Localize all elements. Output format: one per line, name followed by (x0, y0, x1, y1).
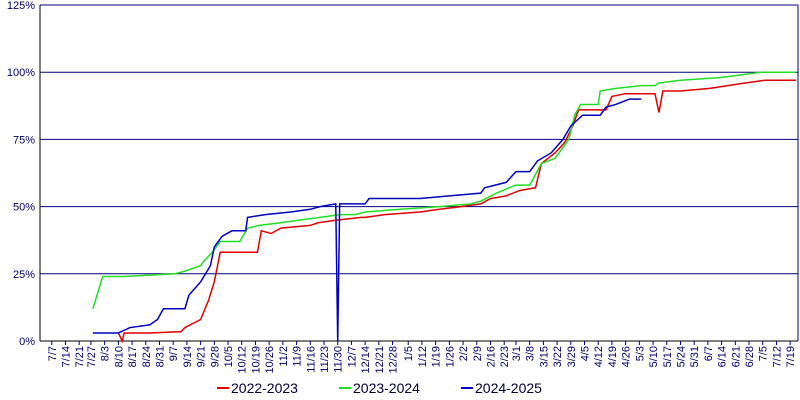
x-tick-label: 7/14 (60, 346, 72, 367)
x-tick-label: 7/12 (771, 346, 783, 367)
x-tick-label: 2/16 (485, 346, 497, 367)
x-tick-label: 10/12 (237, 346, 249, 374)
x-tick-label: 2/2 (458, 346, 470, 361)
x-tick-label: 7/5 (758, 346, 770, 361)
x-tick-label: 11/2 (278, 346, 290, 367)
x-tick-label: 6/28 (744, 346, 756, 367)
legend-label: 2022-2023 (231, 380, 298, 396)
series-line (92, 71, 797, 309)
x-tick-label: 8/10 (113, 346, 125, 367)
y-tick-label: 125% (7, 0, 35, 12)
x-tick-label: 3/22 (552, 346, 564, 367)
x-tick-label: 1/12 (417, 346, 429, 367)
y-tick-label: 75% (13, 134, 35, 146)
x-tick-label: 7/21 (74, 346, 86, 367)
x-tick-label: 4/26 (621, 346, 633, 367)
x-tick-label: 10/19 (250, 346, 262, 374)
y-tick-label: 25% (13, 269, 35, 281)
x-tick-label: 8/24 (141, 346, 153, 367)
x-tick-label: 4/19 (607, 346, 619, 367)
x-tick-label: 3/8 (525, 346, 537, 361)
x-tick-label: 5/17 (662, 346, 674, 367)
x-tick-label: 10/5 (223, 346, 235, 367)
y-tick-label: 0% (19, 336, 35, 348)
x-tick-label: 10/26 (264, 346, 276, 374)
x-tick-label: 5/24 (675, 346, 687, 367)
y-tick-label: 100% (7, 67, 35, 79)
x-tick-label: 1/19 (431, 346, 443, 367)
x-tick-label: 9/14 (182, 346, 194, 367)
x-tick-label: 3/29 (566, 346, 578, 367)
x-tick-label: 7/19 (785, 346, 797, 367)
x-tick-label: 5/10 (648, 346, 660, 367)
x-tick-label: 9/21 (196, 346, 208, 367)
x-tick-label: 8/3 (100, 346, 112, 361)
x-tick-label: 6/21 (730, 346, 742, 367)
x-tick-label: 5/31 (689, 346, 701, 367)
x-tick-label: 2/23 (499, 346, 511, 367)
series-line (117, 79, 797, 344)
x-tick-label: 12/14 (360, 346, 372, 374)
x-tick-label: 9/28 (209, 346, 221, 367)
x-tick-label: 4/5 (580, 346, 592, 361)
x-tick-label: 6/7 (703, 346, 715, 361)
x-tick-label: 8/31 (154, 346, 166, 367)
x-tick-label: 3/1 (511, 346, 523, 361)
x-tick-label: 8/17 (127, 346, 139, 367)
legend-label: 2023-2024 (353, 380, 420, 396)
x-tick-label: 6/14 (717, 346, 729, 367)
x-tick-label: 9/7 (168, 346, 180, 361)
x-tick-label: 12/21 (374, 346, 386, 374)
x-tick-label: 11/16 (305, 346, 317, 373)
x-tick-label: 11/23 (319, 346, 331, 373)
x-tick-label: 2/9 (472, 346, 484, 361)
y-tick-label: 50% (13, 202, 35, 214)
x-tick-label: 12/28 (388, 346, 400, 374)
x-tick-label: 1/26 (444, 346, 456, 367)
x-tick-label: 11/30 (333, 346, 345, 373)
x-tick-label: 11/9 (292, 346, 304, 367)
x-tick-label: 12/7 (346, 346, 358, 367)
x-tick-label: 3/15 (538, 346, 550, 367)
x-tick-label: 1/5 (403, 346, 415, 361)
x-tick-label: 4/12 (593, 346, 605, 367)
x-tick-label: 7/27 (86, 346, 98, 367)
x-tick-label: 7/7 (47, 346, 59, 361)
x-tick-label: 5/3 (634, 346, 646, 361)
legend-label: 2024-2025 (475, 380, 542, 396)
series-line (92, 98, 642, 342)
